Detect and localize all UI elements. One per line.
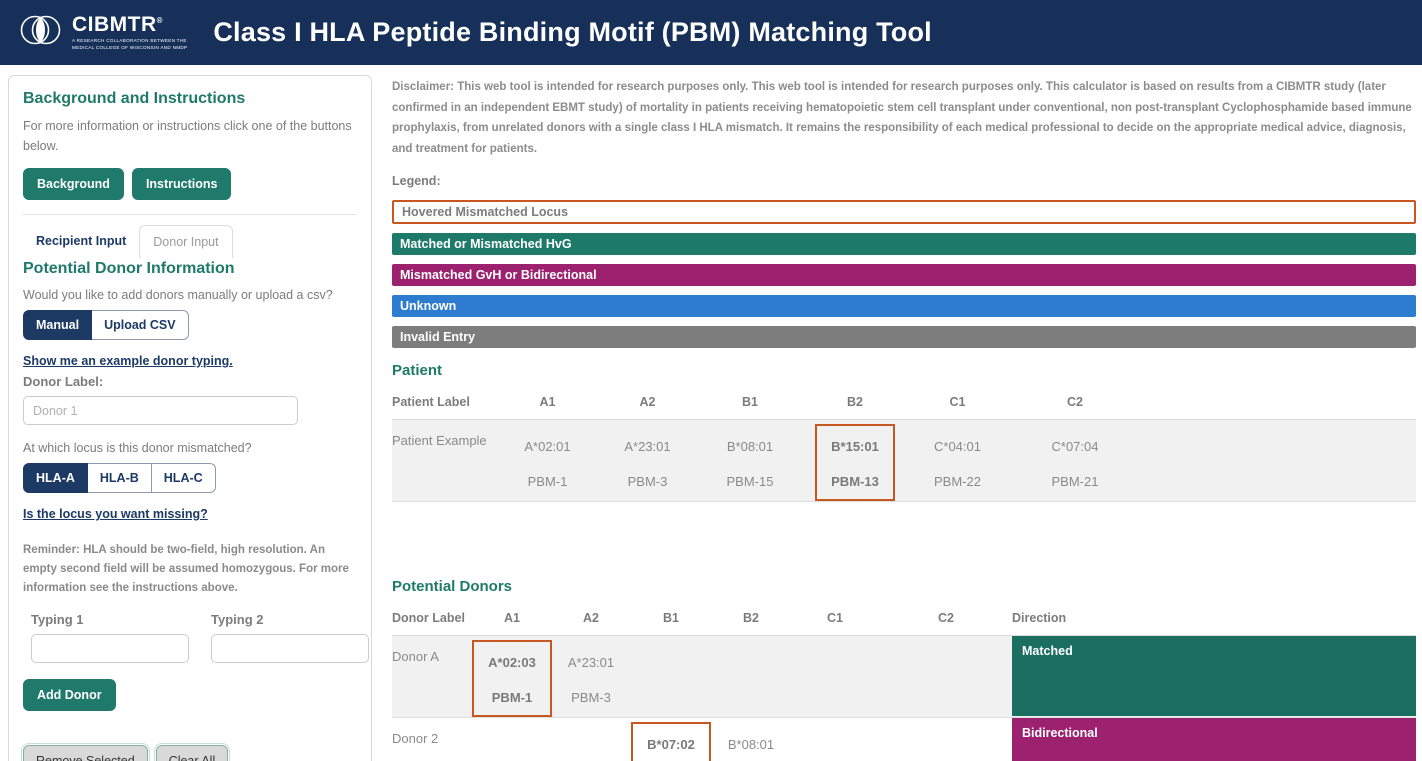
instructions-button[interactable]: Instructions — [131, 168, 232, 200]
background-instructions-desc: For more information or instructions cli… — [23, 119, 352, 153]
main-content: Disclaimer: This web tool is intended fo… — [392, 75, 1416, 761]
add-donor-button[interactable]: Add Donor — [23, 678, 116, 711]
example-donor-typing-link[interactable]: Show me an example donor typing. — [23, 354, 233, 368]
brand-tagline-line1: A RESEARCH COLLABORATION BETWEEN THE — [72, 38, 187, 44]
potential-donors-title: Potential Donors — [392, 577, 513, 595]
direction-cell-matched: Matched — [1012, 635, 1416, 716]
locus-question: At which locus is this donor mismatched? — [23, 441, 252, 455]
potential-donor-info-heading: Potential Donor Information — [23, 260, 235, 277]
col-b1: B1 — [663, 610, 679, 625]
col-b1: B1 — [742, 394, 758, 409]
donor-b1-cell — [630, 636, 712, 717]
donor-label-cell: Donor A — [392, 648, 439, 664]
app-header: CIBMTR® A RESEARCH COLLABORATION BETWEEN… — [0, 0, 1422, 65]
page-title: Class I HLA Peptide Binding Motif (PBM) … — [213, 17, 932, 47]
manual-button[interactable]: Manual — [23, 310, 93, 340]
donor-c1-cell — [790, 636, 880, 717]
hla-b-button[interactable]: HLA-B — [87, 463, 152, 493]
input-tabs: Recipient Input Donor Input — [23, 225, 357, 258]
add-mode-question: Would you like to add donors manually or… — [23, 288, 333, 302]
col-a2: A2 — [639, 394, 656, 409]
donor-c2-cell — [880, 718, 1012, 761]
hla-c-button[interactable]: HLA-C — [151, 463, 216, 493]
patient-row: Patient Example A*02:01 PBM-1 A*23:01 PBM-… — [392, 419, 1416, 502]
reminder-text: Reminder: HLA should be two-field, high … — [23, 544, 349, 594]
donor-b1-cell-highlighted: B*07:02PBM-10 — [630, 718, 712, 761]
donor-c1-cell — [790, 718, 880, 761]
direction-cell-bidirectional: Bidirectional — [1012, 717, 1416, 761]
legend-mismatched-gvh: Mismatched GvH or Bidirectional — [392, 263, 1416, 286]
col-c1: C1 — [949, 394, 966, 409]
donor-a2-cell: A*23:01 PBM-3 — [567, 654, 615, 705]
patient-a1-cell: A*02:01 PBM-1 — [524, 438, 571, 489]
patient-b1-cell: B*08:01 PBM-15 — [726, 438, 774, 489]
background-button[interactable]: Background — [23, 168, 124, 200]
patient-table-title: Patient — [392, 361, 443, 379]
remove-selected-button[interactable]: Remove Selected — [21, 742, 150, 761]
donors-table-header: Donor Label A1 A2 B1 B2 C1 C2 Direction — [392, 605, 1416, 636]
col-a2: A2 — [583, 610, 599, 625]
col-c1: C1 — [827, 610, 843, 625]
sidebar: Background and Instructions For more inf… — [8, 75, 372, 761]
col-direction: Direction — [1012, 610, 1067, 625]
cibmtr-logo-icon — [18, 9, 64, 56]
donor-a2-cell — [552, 718, 630, 761]
hla-a-button[interactable]: HLA-A — [23, 463, 88, 493]
donor-label-label: Donor Label: — [23, 374, 104, 389]
col-c2: C2 — [1067, 394, 1083, 409]
patient-a2-cell: A*23:01 PBM-3 — [624, 438, 671, 489]
cibmtr-logo: CIBMTR® A RESEARCH COLLABORATION BETWEEN… — [18, 9, 187, 56]
col-a1: A1 — [504, 610, 520, 625]
legend-matched-hvg: Matched or Mismatched HvG — [392, 232, 1416, 255]
donor-b2-cell — [712, 636, 790, 717]
typing-1-input[interactable] — [31, 633, 189, 663]
col-b2: B2 — [743, 610, 759, 625]
patient-label-cell: Patient Example — [392, 432, 487, 448]
brand-name: CIBMTR® — [72, 13, 164, 37]
col-donor-label: Donor Label — [392, 610, 465, 625]
legend-unknown: Unknown — [392, 294, 1416, 317]
typing-2-input[interactable] — [211, 633, 369, 663]
locus-missing-link[interactable]: Is the locus you want missing? — [23, 507, 208, 521]
add-mode-toggle: Manual Upload CSV — [23, 310, 189, 340]
typing-1-label: Typing 1 — [31, 611, 84, 627]
background-instructions-heading: Background and Instructions — [23, 90, 246, 107]
disclaimer-text: Disclaimer: This web tool is intended fo… — [392, 81, 1412, 156]
clear-all-button[interactable]: Clear All — [153, 742, 231, 761]
col-b2: B2 — [847, 394, 863, 409]
patient-table-header: Patient Label A1 A2 B1 B2 C1 C2 — [392, 389, 1416, 420]
patient-c1-cell: C*04:01 PBM-22 — [934, 438, 981, 489]
legend-hovered-mismatched-locus: Hovered Mismatched Locus — [392, 199, 1416, 224]
donor-a1-cell-highlighted: A*02:03 PBM-1 — [472, 636, 552, 717]
legend-label: Legend: — [392, 173, 441, 188]
sidebar-divider — [23, 214, 357, 215]
donor-a1-cell — [472, 718, 552, 761]
donor-row-a[interactable]: Donor A A*02:03 PBM-1 A*23:01 PBM-3 Matche… — [392, 635, 1416, 718]
upload-csv-button[interactable]: Upload CSV — [92, 310, 189, 340]
tab-donor-input[interactable]: Donor Input — [139, 225, 233, 258]
locus-toggle: HLA-A HLA-B HLA-C — [23, 463, 216, 493]
col-c2: C2 — [938, 610, 954, 625]
col-patient-label: Patient Label — [392, 394, 470, 409]
donor-label-cell: Donor 2 — [392, 730, 439, 746]
patient-c2-cell: C*07:04 PBM-21 — [1051, 438, 1099, 489]
typing-2-label: Typing 2 — [211, 611, 264, 627]
legend-invalid-entry: Invalid Entry — [392, 325, 1416, 348]
donor-c2-cell — [880, 636, 1012, 717]
patient-b2-cell-highlighted: B*15:01 PBM-13 — [800, 420, 910, 501]
donor-label-input[interactable] — [23, 396, 298, 425]
tab-recipient-input[interactable]: Recipient Input — [36, 234, 127, 248]
brand-tagline-line2: MEDICAL COLLEGE OF WISCONSIN AND NMDP — [72, 44, 188, 50]
col-a1: A1 — [539, 394, 556, 409]
